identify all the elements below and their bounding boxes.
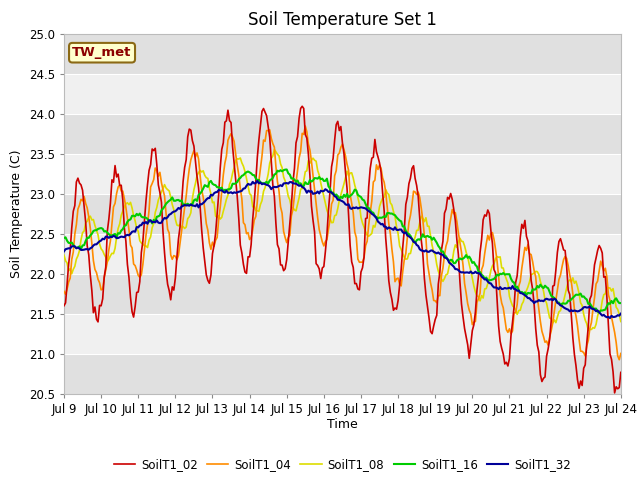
Line: SoilT1_32: SoilT1_32 [64, 181, 621, 318]
SoilT1_02 [550, 282, 558, 288]
SoilT1_08 [410, 238, 417, 244]
Bar [64, 154, 621, 193]
SoilT1_16 [410, 238, 417, 243]
SoilT1_32 [253, 178, 261, 184]
SoilT1_02 [76, 180, 83, 186]
SoilT1_16 [283, 167, 291, 172]
SoilT1_32 [606, 315, 614, 321]
SoilT1_04 [617, 350, 625, 356]
SoilT1_08 [271, 147, 278, 153]
Bar [64, 354, 621, 394]
SoilT1_08 [584, 327, 592, 333]
Bar [64, 193, 621, 234]
SoilT1_32 [397, 227, 405, 232]
SoilT1_08 [60, 252, 68, 258]
SoilT1_16 [397, 218, 405, 224]
SoilT1_16 [379, 215, 387, 220]
Y-axis label: Soil Temperature (C): Soil Temperature (C) [10, 149, 23, 278]
SoilT1_16 [595, 310, 603, 315]
SoilT1_02 [397, 266, 405, 272]
SoilT1_16 [550, 295, 558, 301]
SoilT1_04 [164, 227, 172, 232]
Line: SoilT1_08: SoilT1_08 [64, 150, 621, 330]
SoilT1_16 [164, 199, 172, 205]
SoilT1_32 [410, 239, 417, 245]
SoilT1_32 [617, 311, 625, 317]
SoilT1_32 [379, 221, 387, 227]
Line: SoilT1_04: SoilT1_04 [64, 126, 621, 360]
SoilT1_32 [60, 249, 68, 254]
SoilT1_32 [76, 246, 83, 252]
SoilT1_04 [397, 283, 405, 289]
SoilT1_02 [617, 370, 625, 375]
Bar [64, 114, 621, 154]
Line: SoilT1_16: SoilT1_16 [64, 169, 621, 312]
Bar [64, 73, 621, 114]
SoilT1_02 [298, 103, 306, 109]
Legend: SoilT1_02, SoilT1_04, SoilT1_08, SoilT1_16, SoilT1_32: SoilT1_02, SoilT1_04, SoilT1_08, SoilT1_… [109, 454, 576, 476]
SoilT1_08 [164, 187, 172, 192]
SoilT1_04 [60, 288, 68, 294]
Bar [64, 274, 621, 313]
SoilT1_08 [379, 195, 387, 201]
SoilT1_16 [60, 235, 68, 241]
Bar [64, 234, 621, 274]
SoilT1_08 [550, 317, 558, 323]
SoilT1_16 [76, 243, 83, 249]
SoilT1_04 [301, 123, 309, 129]
SoilT1_16 [617, 300, 625, 306]
SoilT1_02 [164, 281, 172, 287]
SoilT1_08 [397, 247, 405, 252]
SoilT1_08 [617, 319, 625, 324]
SoilT1_02 [379, 190, 387, 196]
SoilT1_04 [76, 202, 83, 208]
SoilT1_04 [616, 357, 623, 362]
Bar [64, 34, 621, 73]
SoilT1_02 [410, 163, 417, 168]
SoilT1_02 [60, 303, 68, 309]
X-axis label: Time: Time [327, 419, 358, 432]
SoilT1_02 [611, 390, 618, 396]
Text: TW_met: TW_met [72, 46, 132, 59]
SoilT1_04 [410, 188, 417, 194]
SoilT1_04 [379, 175, 387, 181]
SoilT1_08 [76, 248, 83, 253]
SoilT1_04 [550, 308, 558, 314]
SoilT1_32 [550, 296, 558, 301]
SoilT1_32 [164, 214, 172, 220]
Line: SoilT1_02: SoilT1_02 [64, 106, 621, 393]
Title: Soil Temperature Set 1: Soil Temperature Set 1 [248, 11, 437, 29]
Bar [64, 313, 621, 354]
